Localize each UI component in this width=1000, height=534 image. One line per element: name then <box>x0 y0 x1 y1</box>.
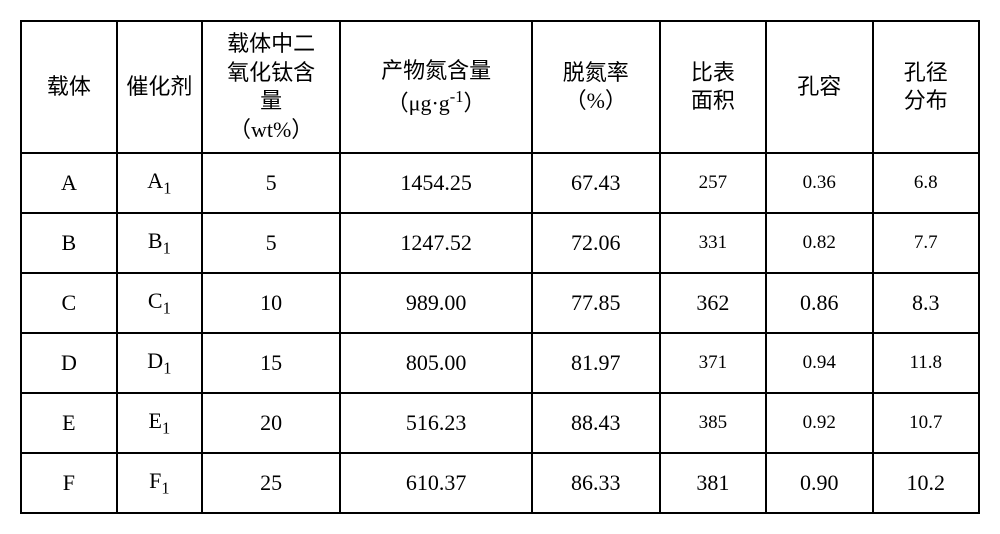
cell-tio2: 25 <box>202 453 340 513</box>
header-removal-line1: 脱氮率 <box>563 60 629 85</box>
cell-diameter: 6.8 <box>873 153 980 213</box>
cell-catalyst: B1 <box>117 213 202 273</box>
header-removal: 脱氮率 （%） <box>532 21 660 153</box>
cell-diameter: 10.2 <box>873 453 980 513</box>
cell-tio2: 15 <box>202 333 340 393</box>
header-surface-line2: 面积 <box>691 88 735 113</box>
cell-tio2: 20 <box>202 393 340 453</box>
cell-carrier: F <box>21 453 117 513</box>
cell-nitrogen: 1247.52 <box>340 213 532 273</box>
cell-catalyst: A1 <box>117 153 202 213</box>
cell-volume: 0.90 <box>766 453 872 513</box>
cell-nitrogen: 1454.25 <box>340 153 532 213</box>
cell-removal: 72.06 <box>532 213 660 273</box>
header-nitrogen-prefix: （μg·g <box>387 90 450 115</box>
cell-surface: 385 <box>660 393 766 453</box>
cell-volume: 0.92 <box>766 393 872 453</box>
cell-volume: 0.36 <box>766 153 872 213</box>
cell-tio2: 5 <box>202 213 340 273</box>
table-row: BB151247.5272.063310.827.7 <box>21 213 979 273</box>
table-row: DD115805.0081.973710.9411.8 <box>21 333 979 393</box>
header-diameter-line1: 孔径 <box>904 60 948 85</box>
header-tio2: 载体中二 氧化钛含 量 （wt%） <box>202 21 340 153</box>
header-catalyst: 催化剂 <box>117 21 202 153</box>
cell-diameter: 10.7 <box>873 393 980 453</box>
header-tio2-line4: （wt%） <box>229 117 313 142</box>
cell-removal: 86.33 <box>532 453 660 513</box>
header-volume: 孔容 <box>766 21 872 153</box>
cell-surface: 371 <box>660 333 766 393</box>
cell-carrier: A <box>21 153 117 213</box>
table-row: AA151454.2567.432570.366.8 <box>21 153 979 213</box>
cell-surface: 381 <box>660 453 766 513</box>
header-nitrogen-sup: -1 <box>450 87 464 106</box>
header-tio2-line1: 载体中二 <box>227 31 315 56</box>
cell-catalyst: E1 <box>117 393 202 453</box>
header-tio2-line2: 氧化钛含 <box>227 60 315 85</box>
cell-carrier: E <box>21 393 117 453</box>
header-carrier: 载体 <box>21 21 117 153</box>
data-table: 载体 催化剂 载体中二 氧化钛含 量 （wt%） 产物氮含量 （μg·g-1） … <box>20 20 980 514</box>
cell-volume: 0.82 <box>766 213 872 273</box>
cell-catalyst: D1 <box>117 333 202 393</box>
table-row: EE120516.2388.433850.9210.7 <box>21 393 979 453</box>
cell-carrier: D <box>21 333 117 393</box>
cell-removal: 77.85 <box>532 273 660 333</box>
cell-diameter: 8.3 <box>873 273 980 333</box>
cell-carrier: B <box>21 213 117 273</box>
cell-removal: 67.43 <box>532 153 660 213</box>
cell-nitrogen: 805.00 <box>340 333 532 393</box>
cell-diameter: 11.8 <box>873 333 980 393</box>
header-surface: 比表 面积 <box>660 21 766 153</box>
header-tio2-line3: 量 <box>260 88 282 113</box>
table-body: AA151454.2567.432570.366.8BB151247.5272.… <box>21 153 979 513</box>
cell-surface: 331 <box>660 213 766 273</box>
cell-tio2: 5 <box>202 153 340 213</box>
header-nitrogen-suffix: ） <box>464 90 486 115</box>
header-row: 载体 催化剂 载体中二 氧化钛含 量 （wt%） 产物氮含量 （μg·g-1） … <box>21 21 979 153</box>
header-diameter: 孔径 分布 <box>873 21 980 153</box>
cell-surface: 257 <box>660 153 766 213</box>
cell-tio2: 10 <box>202 273 340 333</box>
header-nitrogen-line1: 产物氮含量 <box>381 58 491 83</box>
cell-surface: 362 <box>660 273 766 333</box>
cell-nitrogen: 610.37 <box>340 453 532 513</box>
table-row: FF125610.3786.333810.9010.2 <box>21 453 979 513</box>
header-surface-line1: 比表 <box>691 60 735 85</box>
cell-carrier: C <box>21 273 117 333</box>
header-removal-line2: （%） <box>565 88 627 113</box>
cell-removal: 81.97 <box>532 333 660 393</box>
table-row: CC110989.0077.853620.868.3 <box>21 273 979 333</box>
cell-nitrogen: 516.23 <box>340 393 532 453</box>
cell-volume: 0.94 <box>766 333 872 393</box>
header-nitrogen: 产物氮含量 （μg·g-1） <box>340 21 532 153</box>
cell-volume: 0.86 <box>766 273 872 333</box>
cell-catalyst: F1 <box>117 453 202 513</box>
cell-removal: 88.43 <box>532 393 660 453</box>
cell-catalyst: C1 <box>117 273 202 333</box>
cell-nitrogen: 989.00 <box>340 273 532 333</box>
header-diameter-line2: 分布 <box>904 88 948 113</box>
cell-diameter: 7.7 <box>873 213 980 273</box>
